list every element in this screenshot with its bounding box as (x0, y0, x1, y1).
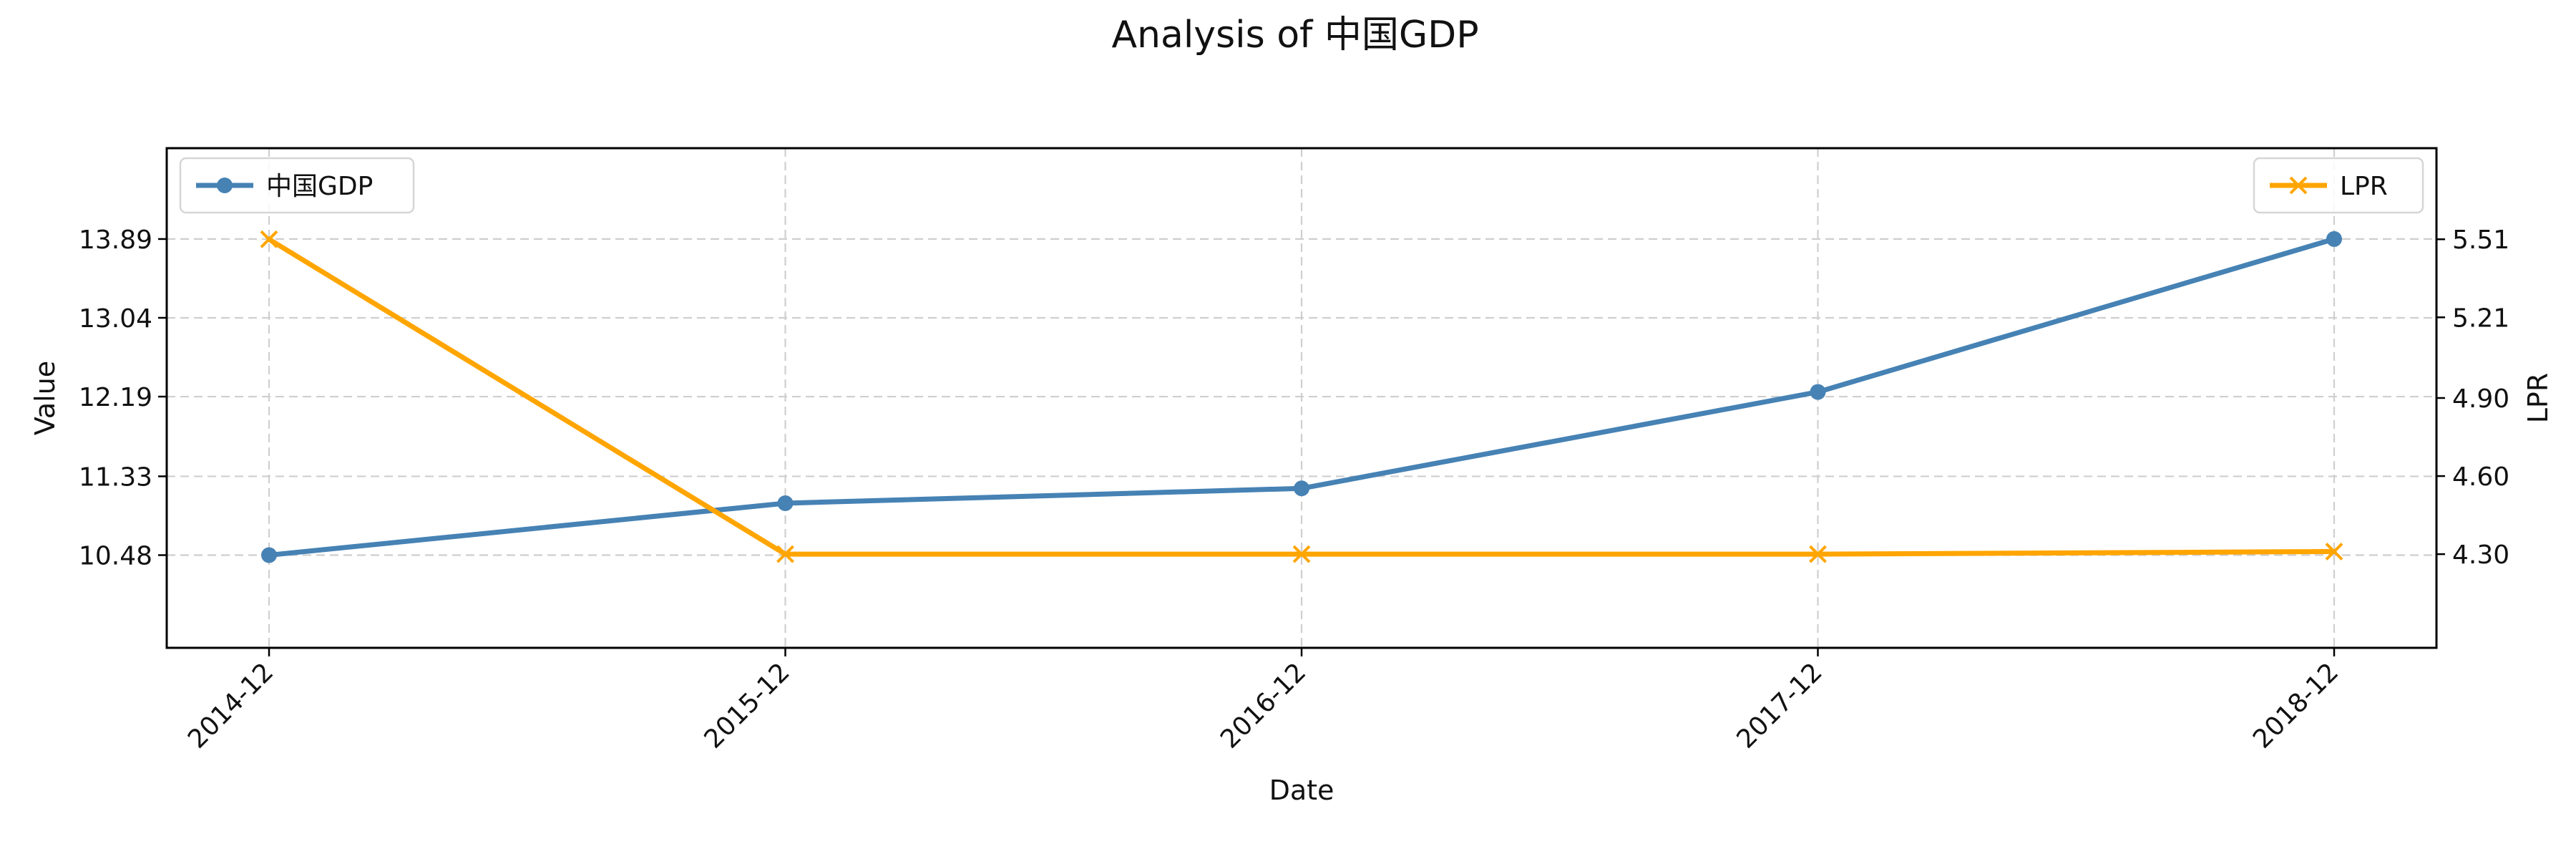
data-point (1292, 545, 1311, 563)
y-tick-label-right: 5.21 (2452, 304, 2509, 333)
series-layer (260, 230, 2343, 563)
y-axis-label-right: LPR (2522, 373, 2554, 424)
data-point (2326, 230, 2342, 247)
x-axis-label: Date (1269, 775, 1335, 806)
x-tick-label: 2017-12 (1732, 657, 1828, 754)
legend-marker (217, 178, 233, 193)
x-tick-label: 2016-12 (1215, 657, 1312, 754)
y-tick-label-left: 13.89 (79, 225, 152, 255)
y-tick-label-left: 10.48 (79, 542, 152, 571)
data-point (777, 495, 794, 511)
legend-box (2253, 157, 2424, 214)
data-point (1294, 480, 1309, 497)
grid (167, 148, 2436, 648)
data-point (2325, 543, 2343, 560)
legend-left: 中国GDP (179, 157, 415, 214)
legend-right: LPR (2253, 157, 2424, 214)
series-left (261, 230, 2342, 563)
legend-box (179, 157, 415, 214)
data-point (1809, 545, 1827, 563)
y-tick-label-right: 5.51 (2452, 225, 2509, 255)
y-tick-label-right: 4.30 (2452, 540, 2509, 570)
series-right (260, 230, 2343, 563)
legend-label: LPR (2340, 172, 2388, 201)
y-tick-label-right: 4.90 (2452, 384, 2509, 414)
chart-title: Analysis of 中国GDP (1111, 14, 1478, 57)
legend-label: 中国GDP (266, 172, 373, 201)
data-point (260, 230, 278, 248)
y-tick-label-left: 12.19 (79, 383, 152, 412)
y-tick-label-left: 13.04 (79, 304, 152, 334)
x-tick-label: 2015-12 (699, 657, 796, 754)
x-tick-label: 2014-12 (182, 657, 279, 754)
legend-marker (2289, 176, 2308, 195)
y-axis-label: Value (29, 361, 61, 435)
x-tick-label: 2018-12 (2248, 657, 2344, 754)
y-tick-label-left: 11.33 (79, 462, 152, 492)
data-point (1810, 384, 1826, 400)
y-tick-label-right: 4.60 (2452, 462, 2509, 492)
data-point (776, 545, 794, 563)
data-point (261, 547, 277, 563)
